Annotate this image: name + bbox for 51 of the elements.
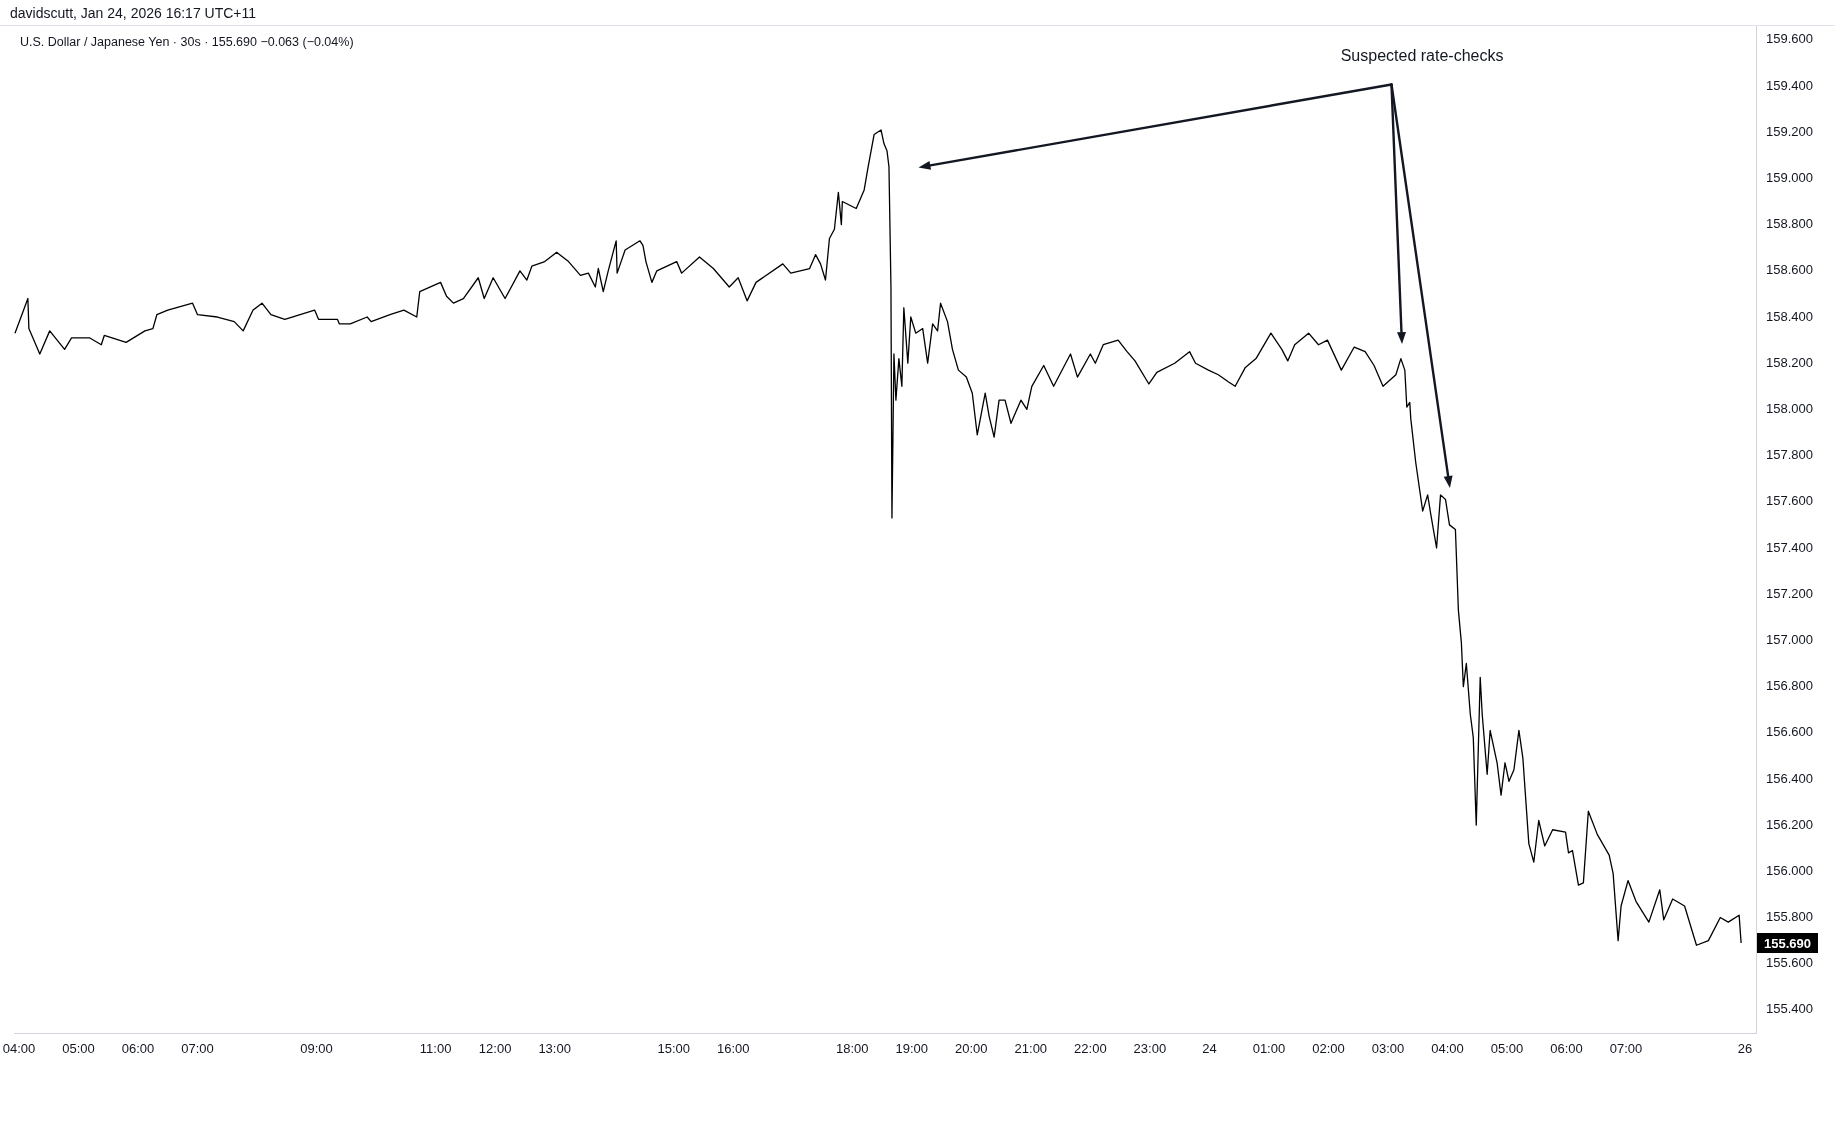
- text: davidscutt, Jan 24, 2026 16:17 UTC+11: [10, 5, 257, 21]
- y-tick-label: 157.800: [1766, 447, 1813, 463]
- y-tick-label: 155.400: [1766, 1001, 1813, 1017]
- x-tick-label: 18:00: [835, 1041, 869, 1057]
- x-tick-label: 07:00: [1609, 1041, 1643, 1057]
- y-tick-label: 159.600: [1766, 31, 1813, 47]
- annotation: Suspected rate-checks: [1340, 46, 1504, 64]
- x-tick-label: 15:00: [657, 1041, 690, 1057]
- x-tick-label: 01:00: [1252, 1041, 1286, 1057]
- x-tick-label: 22:00: [1074, 1041, 1107, 1057]
- x-tick-label: 13:00: [538, 1041, 571, 1057]
- y-tick-label: 158.800: [1766, 216, 1813, 232]
- x-tick-label: 05:00: [62, 1041, 95, 1057]
- y-tick-label: 156.200: [1766, 816, 1813, 832]
- y-tick-label: 155.800: [1766, 909, 1813, 925]
- y-tick-label: 156.600: [1766, 724, 1813, 740]
- text: 155.690: [1764, 935, 1811, 951]
- x-tick-label: 09:00: [300, 1041, 333, 1057]
- y-tick-label: 157.400: [1766, 539, 1813, 555]
- y-tick-label: 158.200: [1766, 354, 1813, 370]
- x-tick-label: 05:00: [1490, 1041, 1524, 1057]
- x-tick-label: 11:00: [419, 1041, 452, 1057]
- y-tick-label: 157.000: [1766, 631, 1813, 647]
- x-tick-label: 24: [1202, 1041, 1217, 1057]
- x-tick-label: 04:00: [2, 1041, 36, 1057]
- x-tick-label: 20:00: [955, 1041, 988, 1057]
- y-tick-label: 157.200: [1766, 585, 1813, 601]
- y-tick-label: 158.000: [1766, 400, 1813, 416]
- y-tick-label: 159.000: [1766, 170, 1813, 186]
- x-tick-label: 04:00: [1431, 1041, 1464, 1057]
- x-tick-label: 03:00: [1371, 1041, 1405, 1057]
- y-tick-label: 159.400: [1766, 77, 1813, 93]
- x-tick-label: 21:00: [1014, 1041, 1048, 1057]
- x-tick-label: 23:00: [1133, 1041, 1167, 1057]
- x-tick-label: 06:00: [121, 1041, 155, 1057]
- x-tick-label: 02:00: [1312, 1041, 1345, 1057]
- x-tick-label: 12:00: [478, 1041, 512, 1057]
- x-tick-label: 07:00: [181, 1041, 214, 1057]
- y-tick-label: 156.000: [1766, 862, 1813, 878]
- x-tick-label: 19:00: [895, 1041, 929, 1057]
- y-tick-label: 158.600: [1766, 262, 1813, 278]
- y-tick-label: 155.600: [1766, 955, 1813, 971]
- x-tick-label: 16:00: [716, 1041, 750, 1057]
- y-tick-label: 156.400: [1766, 770, 1813, 786]
- x-tick-label: 06:00: [1550, 1041, 1583, 1057]
- x-tick-label: 26: [1737, 1041, 1753, 1057]
- y-tick-label: 158.400: [1766, 308, 1813, 324]
- y-tick-label: 156.800: [1766, 678, 1813, 694]
- y-tick-label: 159.200: [1766, 123, 1813, 139]
- y-tick-label: 157.600: [1766, 493, 1813, 509]
- text: U.S. Dollar / Japanese Yen · 30s · 155.690 −0.063 (−0.04%): [20, 35, 354, 50]
